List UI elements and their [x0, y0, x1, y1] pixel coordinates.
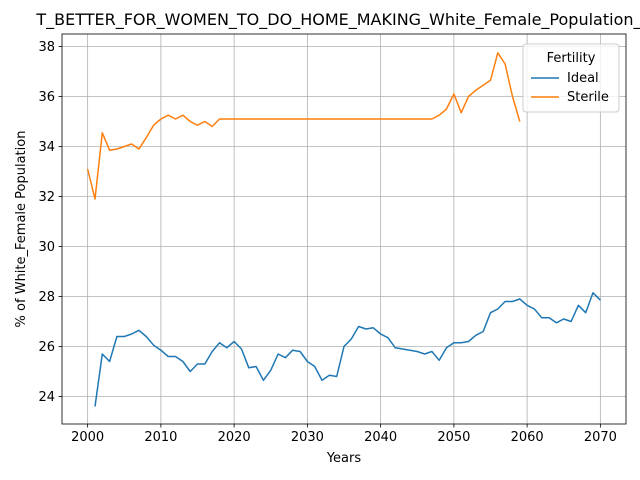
- series-lines: [86, 52, 601, 407]
- legend-box: [522, 43, 620, 113]
- series-line-sterile: [86, 52, 521, 200]
- plot-area-frame: [61, 33, 627, 425]
- y-tick-label: 32: [38, 190, 55, 205]
- x-tick-label: 2050: [437, 430, 470, 445]
- legend-entries: Ideal Sterile: [531, 71, 609, 105]
- y-tick-label: 36: [38, 90, 55, 105]
- y-tick-label: 26: [38, 340, 55, 355]
- y-tick-label: 30: [38, 240, 55, 255]
- x-tick-label: 2000: [71, 430, 104, 445]
- x-tick-label: 2040: [364, 430, 397, 445]
- x-tick-label: 2020: [218, 430, 251, 445]
- y-axis-ticks: 24 26 28 30 32 34 36 38: [38, 40, 62, 405]
- legend-label-sterile: Sterile: [567, 90, 609, 105]
- x-axis-ticks: 2000 2010 2020 2030 2040 2050 2060 2070: [71, 424, 617, 445]
- chart-title: T_BETTER_FOR_WOMEN_TO_DO_HOME_MAKING_Whi…: [35, 10, 640, 30]
- legend: Fertility Ideal Sterile: [522, 43, 620, 113]
- legend-title: Fertility: [547, 51, 596, 66]
- x-tick-label: 2010: [144, 430, 177, 445]
- series-line-ideal: [94, 292, 601, 407]
- x-tick-label: 2060: [511, 430, 544, 445]
- y-tick-label: 38: [38, 40, 55, 55]
- y-tick-label: 34: [38, 140, 55, 155]
- x-tick-label: 2030: [291, 430, 324, 445]
- x-axis-label: Years: [326, 451, 362, 466]
- x-tick-label: 2070: [584, 430, 617, 445]
- y-tick-label: 28: [38, 290, 55, 305]
- legend-label-ideal: Ideal: [567, 71, 599, 86]
- y-axis-label: % of White_Female Population: [14, 131, 29, 328]
- grid: [62, 34, 626, 424]
- y-tick-label: 24: [38, 390, 55, 405]
